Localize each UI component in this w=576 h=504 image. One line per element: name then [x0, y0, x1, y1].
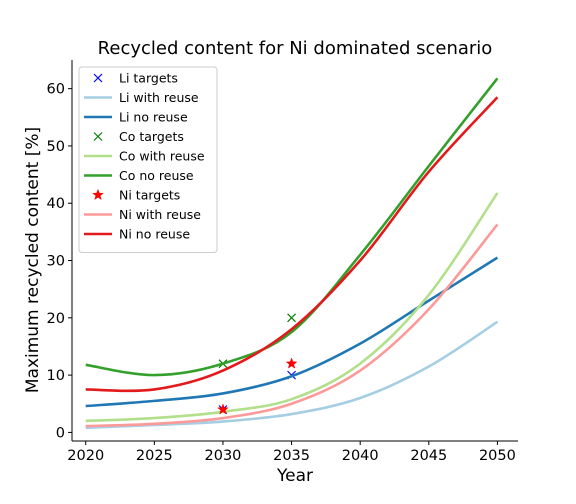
legend-swatch-ni-targets — [92, 188, 104, 201]
series-line-co-with-reuse — [85, 192, 499, 423]
series-line-ni-with-reuse — [85, 223, 499, 428]
x-tick-label: 2035 — [273, 448, 310, 464]
y-tick-label: 20 — [47, 311, 65, 327]
plot-area: 2020 2025 2030 2035 2040 2045 2050010203040506… — [47, 60, 518, 464]
legend-label-ni-targets: Ni targets — [119, 188, 180, 203]
legend-label-ni-no-reuse: Ni no reuse — [119, 227, 190, 242]
data-point-co-targets — [287, 313, 296, 323]
series-line-li-no-reuse — [85, 256, 499, 408]
legend-label-co-with-reuse: Co with reuse — [119, 149, 205, 164]
y-tick-label: 60 — [47, 82, 65, 98]
y-tick-label: 50 — [47, 139, 65, 155]
chart-title: Recycled content for Ni dominated scenar… — [98, 38, 493, 59]
x-tick-label: 2020 — [67, 448, 104, 464]
x-tick-label: 2030 — [205, 448, 242, 464]
legend-label-co-no-reuse: Co no reuse — [119, 168, 194, 183]
y-axis-title: Maximum recycled content [%] — [23, 127, 43, 393]
legend-label-li-targets: Li targets — [119, 71, 178, 86]
legend-label-co-targets: Co targets — [119, 129, 184, 144]
legend-label-li-with-reuse: Li with reuse — [119, 90, 199, 105]
legend-swatch-li-targets — [93, 73, 103, 83]
series-line-ni-no-reuse — [85, 96, 499, 393]
legend-label-ni-with-reuse: Ni with reuse — [119, 207, 201, 222]
legend: Li targets Li with reuse Li no reuse Co tar… — [78, 66, 218, 253]
y-tick-label: 10 — [47, 368, 65, 384]
y-tick-label: 0 — [56, 425, 65, 441]
x-axis-title: Year — [276, 466, 313, 486]
data-point-ni-targets — [217, 403, 229, 415]
x-tick-label: 2045 — [410, 448, 447, 464]
legend-swatch-co-targets — [93, 132, 103, 141]
series-line-co-no-reuse — [85, 77, 499, 377]
y-tick-label: 40 — [47, 196, 65, 212]
x-tick-label: 2025 — [136, 448, 173, 464]
data-point-ni-targets — [285, 357, 298, 369]
x-tick-label: 2050 — [479, 448, 516, 464]
x-tick-label: 2040 — [342, 448, 379, 464]
legend-box — [78, 66, 218, 253]
y-tick-label: 30 — [47, 254, 65, 270]
legend-label-li-no-reuse: Li no reuse — [119, 110, 188, 125]
